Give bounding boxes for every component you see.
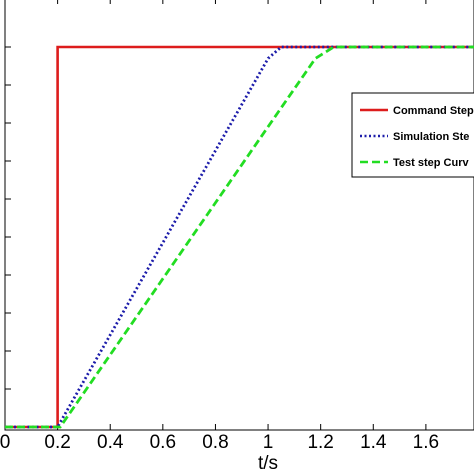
x-tick-label: 0.2 [44, 432, 70, 453]
axis-ticks [4, 0, 427, 430]
x-tick-label: 1.4 [360, 432, 387, 453]
plot-area [4, 0, 474, 431]
x-tick-label: 0.4 [97, 432, 124, 453]
x-tick-label: 1 [263, 432, 274, 453]
series-layer [5, 45, 474, 429]
x-tick-label: 0.6 [150, 432, 176, 453]
x-tick-label: 1.2 [307, 432, 333, 453]
x-tick-label: 0 [0, 432, 10, 453]
x-tick-label: 1.6 [413, 432, 439, 453]
x-tick-label: 0.8 [202, 432, 228, 453]
x-axis-label: t/s [258, 453, 278, 474]
legend-label: Command Step [393, 105, 474, 117]
series-line-3 [5, 45, 474, 429]
x-tick-labels: 00.20.40.60.811.21.41.61 [0, 432, 474, 453]
legend-label: Simulation Ste [393, 131, 469, 143]
legend-label: Test step Curv [393, 157, 469, 169]
series-line-2 [5, 45, 474, 429]
legend-items: Command Step Simulation Ste Test step Curv [360, 105, 474, 169]
legend: Command Step Simulation Ste Test step Curv [351, 92, 474, 178]
